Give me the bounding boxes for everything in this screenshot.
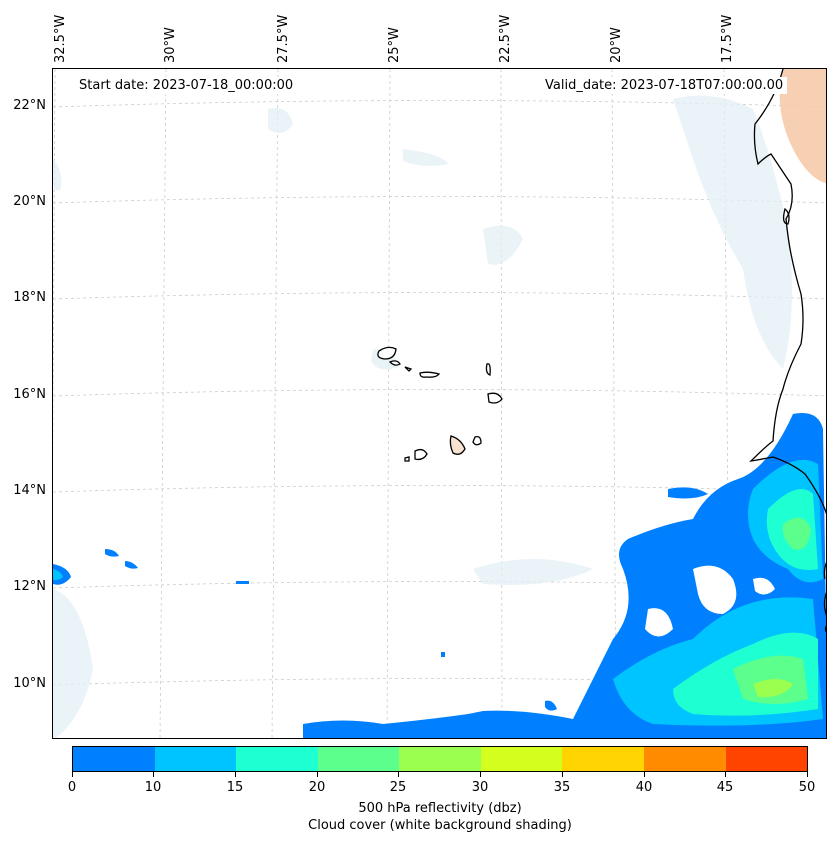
reflectivity-cell — [236, 581, 249, 584]
colorbar-segment — [562, 747, 644, 771]
colorbar-tick-label: 25 — [389, 780, 407, 795]
colorbar-segment — [154, 747, 237, 771]
lat-label-16n: 16°N — [13, 387, 46, 402]
lat-label-20n: 20°N — [13, 194, 46, 209]
reflectivity-gap — [645, 565, 775, 637]
lat-label-10n: 10°N — [13, 676, 46, 691]
island-santo-antao — [377, 346, 397, 360]
colorbar-tick-label: 40 — [635, 780, 653, 795]
lon-label-22-5w: 22.5°W — [498, 14, 513, 63]
colorbar-tick — [807, 772, 808, 777]
colorbar-tick-label: 30 — [471, 780, 489, 795]
lon-label-30w: 30°W — [163, 27, 178, 63]
map-canvas — [53, 69, 826, 738]
colorbar-tick-label: 10 — [144, 780, 162, 795]
island-sao-nicolau — [419, 371, 441, 378]
lat-label-18n: 18°N — [13, 290, 46, 305]
island-santa-luzia — [404, 366, 413, 372]
colorbar-segment — [725, 747, 808, 771]
lon-label-27-5w: 27.5°W — [276, 14, 291, 63]
map-panel[interactable] — [52, 68, 827, 739]
reflectivity-20-25 — [733, 517, 811, 704]
colorbar-tick-label: 35 — [553, 780, 571, 795]
colorbar-segment — [643, 747, 726, 771]
lon-label-20w: 20°W — [609, 27, 624, 63]
colorbar-tick — [725, 772, 726, 777]
island-sal — [485, 363, 491, 376]
lon-label-25w: 25°W — [387, 27, 402, 63]
colorbar-sublabel: Cloud cover (white background shading) — [308, 818, 572, 833]
colorbar — [72, 746, 808, 772]
reflectivity-field — [53, 413, 826, 738]
reflectivity-cell — [668, 487, 708, 499]
island-sao-vicente — [388, 360, 401, 366]
colorbar-tick — [562, 772, 563, 777]
colorbar-tick — [153, 772, 154, 777]
colorbar-tick — [72, 772, 73, 777]
colorbar-tick-label: 20 — [308, 780, 326, 795]
start-date-label: Start date: 2023-07-18_00:00:00 — [75, 77, 298, 94]
coastline — [749, 69, 826, 633]
colorbar-tick — [644, 772, 645, 777]
lat-label-12n: 12°N — [13, 579, 46, 594]
colorbar-tick-label: 0 — [67, 780, 77, 795]
reflectivity-cell — [441, 652, 445, 657]
colorbar-tick-label: 45 — [716, 780, 734, 795]
lat-label-14n: 14°N — [13, 483, 46, 498]
island-boa-vista — [487, 392, 503, 404]
lon-label-17-5w: 17.5°W — [720, 14, 735, 63]
valid-date-label: Valid_date: 2023-07-18T07:00:00.00 — [541, 77, 788, 94]
cape-verde-islands — [377, 346, 503, 462]
colorbar-tick — [398, 772, 399, 777]
colorbar-tick-label: 50 — [798, 780, 816, 795]
reflectivity-cell — [545, 700, 557, 711]
colorbar-tick — [480, 772, 481, 777]
reflectivity-cell — [53, 569, 63, 581]
colorbar-tick-label: 15 — [226, 780, 244, 795]
lat-label-22n: 22°N — [13, 98, 46, 113]
colorbar-segment — [480, 747, 563, 771]
colorbar-tick — [317, 772, 318, 777]
reflectivity-25-30 — [753, 679, 793, 698]
island-fogo — [414, 448, 428, 461]
colorbar-tick — [235, 772, 236, 777]
colorbar-segment — [399, 747, 481, 771]
island-santiago — [449, 435, 466, 455]
reflectivity-cell — [105, 549, 119, 557]
colorbar-label: 500 hPa reflectivity (dbz) — [358, 801, 522, 816]
colorbar-segment — [73, 747, 155, 771]
reflectivity-cell — [125, 561, 138, 569]
island-maio — [472, 435, 482, 446]
colorbar-segment — [317, 747, 400, 771]
colorbar-segment — [236, 747, 318, 771]
lon-label-32-5w: 32.5°W — [53, 14, 68, 63]
island-brava — [404, 456, 410, 462]
